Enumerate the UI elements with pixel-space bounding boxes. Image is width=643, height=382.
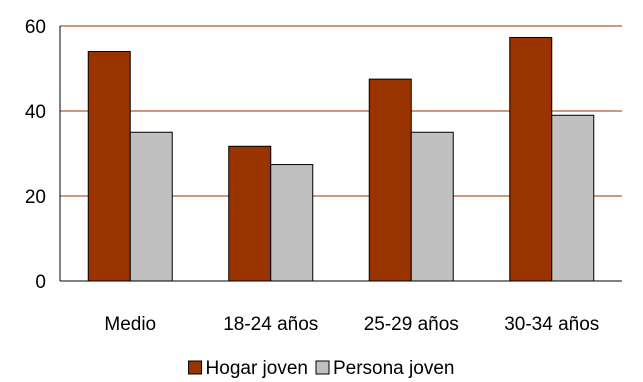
- category-label: 25-29 años: [364, 314, 459, 335]
- bar: [410, 131, 454, 282]
- y-tick-labels: 0 20 40 60: [25, 17, 46, 293]
- legend-label: Hogar joven: [206, 358, 308, 379]
- bar: [509, 36, 553, 282]
- category-labels: Medio 18-24 años 25-29 años 30-34 años: [104, 314, 599, 335]
- bar: [270, 164, 314, 282]
- legend-swatch: [188, 360, 203, 375]
- legend-label: Persona joven: [333, 358, 454, 379]
- bar: [129, 131, 173, 282]
- legend-swatch: [315, 360, 330, 375]
- y-tick-label: 40: [25, 102, 46, 123]
- category-label: 18-24 años: [223, 314, 318, 335]
- category-label: Medio: [104, 314, 156, 335]
- bar: [368, 78, 412, 282]
- bar: [551, 114, 595, 282]
- y-tick-label: 0: [35, 272, 46, 293]
- legend: Hogar joven Persona joven: [188, 358, 454, 379]
- y-tick-label: 60: [25, 17, 46, 38]
- y-tick-label: 20: [25, 187, 46, 208]
- bar: [87, 51, 131, 282]
- category-label: 30-34 años: [504, 314, 599, 335]
- bars: [87, 36, 595, 282]
- bar: [228, 145, 272, 282]
